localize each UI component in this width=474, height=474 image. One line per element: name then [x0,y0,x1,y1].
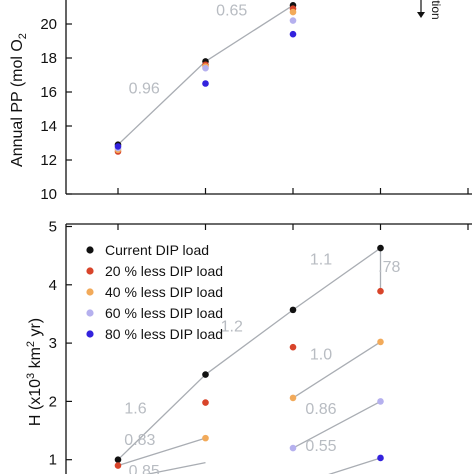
top-point-less40 [289,8,297,16]
bottom-connectors [117,247,382,474]
bottom-y-ticks: 1 2 3 4 5 [49,219,72,469]
bottom-point-less60 [289,444,297,452]
top-x-ticks [117,188,469,194]
top-y-tick-label: 12 [40,152,57,169]
top-connectors [117,4,294,146]
legend-marker-less20 [86,267,94,275]
bottom-y-tick-label: 2 [49,393,57,410]
top-connector-line [117,60,206,146]
top-y-ticks: 10 12 14 16 18 20 [40,16,72,203]
legend-marker-current [86,246,94,254]
top-ratio-labels: 0.96 0.65 [129,3,248,98]
legend-label-less60: 60 % less DIP load [105,305,223,321]
bottom-connector-line [117,374,206,461]
legend-label-less20: 20 % less DIP load [105,263,223,279]
bottom-ratio-label: 1.0 [310,346,332,363]
top-ylabel-main: Annual PP (mol O [9,39,26,167]
bottom-point-less80 [377,454,384,462]
top-y-tick-label: 20 [40,16,57,33]
bottom-connector-line [292,341,381,399]
top-y-tick-label: 16 [40,84,57,101]
bottom-ylabel-sup1: 3 [25,373,37,379]
bottom-point-less40 [289,394,297,402]
top-point-less80 [289,30,297,38]
legend: Current DIP load 20 % less DIP load 40 %… [86,242,223,342]
bottom-y-axis-label: H (x103 km2 yr) [25,318,44,426]
top-point-less60 [289,17,297,24]
down-arrow-icon [417,12,425,18]
bottom-top-ticks [117,224,469,230]
legend-marker-less60 [86,309,94,317]
bottom-connector-line [145,461,206,474]
bottom-connector-line [292,400,381,449]
bottom-point-current [202,371,209,378]
bottom-point-less20 [114,462,122,469]
bottom-connector-line [205,309,294,376]
bottom-ratio-label: 0.85 [129,463,160,474]
top-ratio-label: 0.65 [216,3,247,20]
legend-label-current: Current DIP load [105,242,209,258]
bottom-ylabel-b: km [27,347,44,373]
bottom-ratio-label: 0.83 [124,432,155,449]
top-y-tick-label: 18 [40,50,57,67]
bottom-ratio-label: 0.55 [305,438,336,455]
bottom-point-less60 [377,398,384,405]
legend-label-less80: 80 % less DIP load [105,326,223,342]
bottom-ratio-label: 1.2 [221,318,243,335]
bottom-ylabel-a: H (x10 [27,379,44,426]
direction-annotation: tion [417,0,443,20]
bottom-connector-line [328,457,381,474]
bottom-connector-line [117,437,206,467]
bottom-ratio-label: .78 [378,259,400,276]
bottom-point-less20 [202,399,209,406]
bottom-ylabel-sup2: 2 [25,341,37,347]
top-connector-line [205,4,294,62]
legend-marker-less40 [86,288,94,296]
top-y-tick-label: 10 [40,186,57,203]
bottom-y-tick-label: 3 [49,335,57,352]
bottom-point-current [377,244,384,252]
bottom-point-less20 [377,287,384,295]
top-point-less80 [202,80,209,87]
bottom-connector-line [292,247,381,311]
legend-label-less40: 40 % less DIP load [105,284,223,300]
bottom-point-less20 [289,343,297,351]
bottom-ratio-labels: 1.1 .78 1.2 1.0 1.6 0.86 0.83 0.55 0.85 [124,251,400,474]
bottom-ratio-label: 0.86 [305,401,336,418]
top-point-less80 [114,143,122,150]
top-points [114,1,297,155]
top-y-tick-label: 14 [40,118,57,135]
top-ylabel-sub: 2 [17,33,29,39]
bottom-point-current [289,306,297,314]
top-y-axis-label: Annual PP (mol O2 [9,33,29,167]
bottom-ratio-label: 1.1 [310,251,332,268]
bottom-y-tick-label: 1 [49,452,57,469]
bottom-y-tick-label: 4 [49,277,57,294]
side-text: tion [429,0,443,19]
top-point-less60 [202,64,209,72]
legend-marker-less80 [86,330,94,338]
bottom-point-less40 [377,338,384,346]
bottom-point-current [114,456,122,464]
bottom-ratio-label: 1.6 [124,401,146,418]
bottom-point-less40 [202,434,209,442]
bottom-points [114,244,384,469]
bottom-y-tick-label: 5 [49,219,57,236]
bottom-ylabel-c: yr) [27,318,44,341]
top-ratio-label: 0.96 [129,81,160,98]
